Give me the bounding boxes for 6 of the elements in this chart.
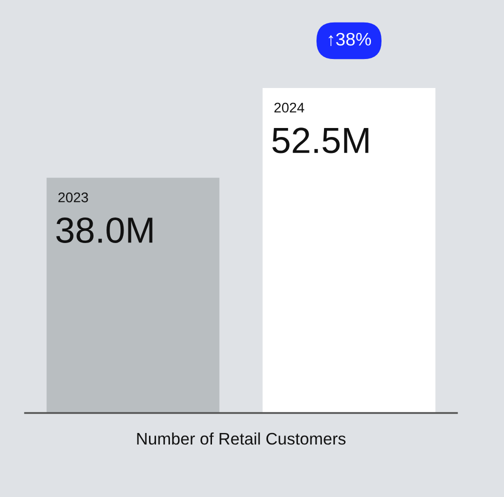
- data-label: 38.0M: [56, 217, 152, 244]
- data-label: 52.5M: [272, 128, 368, 154]
- text: ↑38%: [328, 32, 371, 46]
- x-axis-title: Number of Retail Customers: [137, 432, 346, 445]
- x-tick-label: 2023: [58, 192, 88, 202]
- x-tick-label: 2024: [274, 102, 304, 113]
